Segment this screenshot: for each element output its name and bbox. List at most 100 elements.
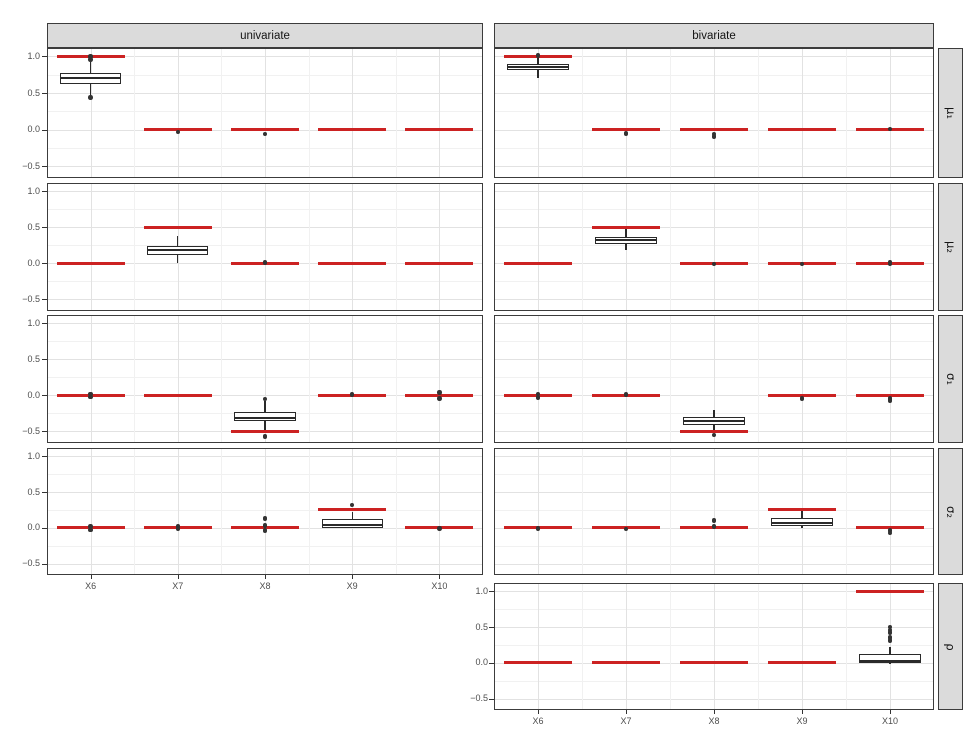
outlier-dot: [88, 391, 93, 397]
outlier-dot: [887, 627, 893, 633]
outlier-dot: [711, 432, 717, 438]
outlier-dot: [262, 396, 268, 402]
outlier-dot: [887, 530, 893, 536]
y-axis-tick-label: 0.0: [27, 257, 40, 268]
gridline-major: [90, 184, 92, 310]
y-axis-tick: [489, 627, 494, 628]
gridline-minor: [395, 316, 397, 442]
y-axis-tick-label: 1.0: [27, 450, 40, 461]
gridline-minor: [221, 449, 223, 574]
gridline-major: [626, 49, 627, 177]
true-value-line: [503, 661, 573, 665]
true-value-line: [503, 261, 573, 265]
facet-row-label: μ₂: [943, 241, 958, 253]
gridline-minor: [221, 49, 223, 177]
gridline-major: [890, 316, 891, 442]
true-value-line: [318, 508, 387, 512]
x-axis-tick-label: X6: [85, 581, 97, 591]
outlier-dot: [887, 635, 893, 640]
x-axis-tick-label: X7: [172, 581, 184, 591]
outlier-dot: [887, 630, 893, 635]
gridline-major: [802, 49, 803, 177]
gridline-major: [890, 184, 891, 310]
facet-row-strip: σ₂: [938, 448, 963, 575]
x-axis-tick: [802, 710, 803, 714]
x-axis-tick: [626, 710, 627, 714]
gridline-major: [265, 316, 266, 442]
y-axis-tick-label: −0.5: [22, 558, 40, 569]
outlier-dot: [799, 396, 805, 401]
outlier-dot: [887, 638, 893, 643]
outlier-dot: [88, 95, 93, 100]
true-value-line: [405, 128, 474, 132]
gridline-major: [714, 449, 715, 574]
gridline-minor: [758, 49, 759, 177]
gridline-major: [439, 184, 441, 310]
outlier-dot: [175, 129, 181, 135]
gridline-major: [802, 184, 803, 310]
gridline-minor: [582, 49, 583, 177]
facet-row-label: σ₂: [943, 505, 958, 518]
y-axis-tick: [42, 527, 47, 529]
x-axis-tick: [90, 575, 92, 579]
x-axis-tick-label: X9: [346, 581, 358, 591]
outlier-dot: [88, 57, 93, 62]
gridline-major: [538, 184, 539, 310]
gridline-minor: [308, 449, 310, 574]
true-value-line: [855, 589, 925, 593]
outlier-dot: [437, 390, 442, 395]
gridline-minor: [134, 49, 136, 177]
gridline-major: [714, 184, 715, 310]
gridline-minor: [582, 316, 583, 442]
gridline-minor: [582, 184, 583, 310]
x-axis-tick-label: X10: [881, 716, 898, 726]
facet-row-strip: μ₂: [938, 183, 963, 311]
x-axis-tick: [890, 710, 891, 714]
gridline-major: [352, 49, 354, 177]
y-axis-tick: [42, 492, 47, 493]
gridline-minor: [758, 316, 759, 442]
facet-row-strip: σ₁: [938, 315, 963, 443]
y-axis-tick: [42, 323, 47, 325]
outlier-dot: [175, 526, 181, 532]
gridline-major: [265, 449, 266, 574]
gridline-minor: [758, 184, 759, 310]
y-axis-tick-label: 0.0: [27, 389, 40, 400]
gridline-minor: [221, 184, 223, 310]
y-axis-tick-label: −0.5: [22, 160, 40, 171]
gridline-minor: [134, 316, 136, 442]
boxplot-median: [321, 523, 383, 526]
gridline-major: [714, 49, 715, 177]
boxplot-box: [859, 654, 921, 663]
gridline-major: [265, 49, 266, 177]
true-value-line: [591, 128, 661, 132]
outlier-dot: [349, 392, 355, 397]
y-axis-tick: [42, 227, 47, 229]
true-value-line: [318, 261, 387, 265]
x-axis-tick: [177, 575, 179, 579]
y-axis-tick: [42, 56, 47, 58]
gridline-major: [890, 449, 891, 574]
outlier-dot: [711, 261, 717, 267]
gridline-minor: [134, 184, 136, 310]
gridline-minor: [221, 316, 223, 442]
gridline-minor: [134, 449, 136, 574]
boxplot-box: [771, 517, 833, 526]
gridline-major: [352, 184, 354, 310]
y-axis-tick-label: 0.0: [27, 124, 40, 135]
outlier-dot: [887, 261, 893, 267]
true-value-line: [855, 393, 925, 397]
x-axis-tick-label: X9: [796, 716, 808, 726]
boxplot-median: [771, 521, 833, 524]
gridline-minor: [670, 316, 671, 442]
boxplot-box: [234, 411, 296, 422]
boxplot-median: [507, 66, 569, 69]
gridline-minor: [846, 449, 847, 574]
outlier-dot: [262, 523, 268, 528]
gridline-minor: [395, 49, 397, 177]
outlier-dot: [535, 391, 541, 397]
gridline-major: [538, 584, 539, 709]
outlier-dot: [535, 395, 541, 400]
y-axis-tick-label: 0.5: [27, 221, 40, 232]
y-axis-tick-label: 0.5: [27, 87, 40, 98]
